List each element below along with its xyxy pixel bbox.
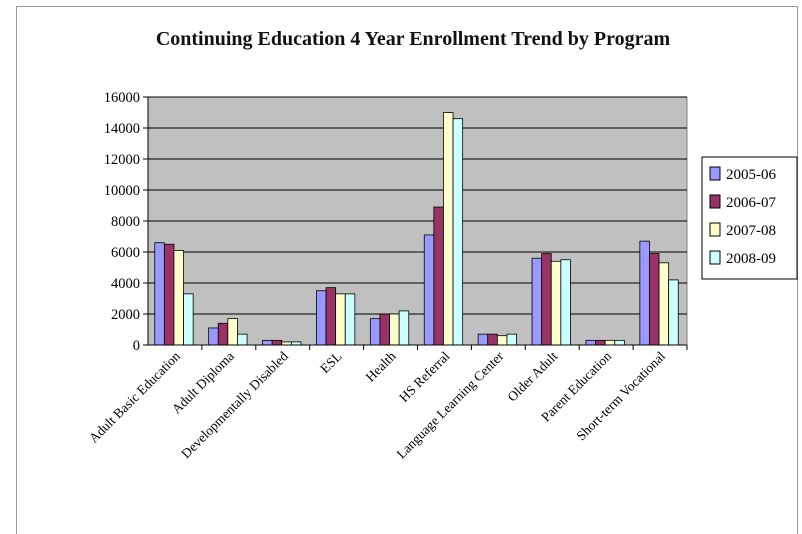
bar-2005-06-1	[208, 327, 219, 346]
bar-2006-07-1	[217, 322, 229, 346]
bar-2008-09-6	[506, 333, 517, 346]
bar-2005-06-5	[423, 234, 435, 346]
chart-title: Continuing Education 4 Year Enrollment T…	[156, 28, 671, 50]
bar-2005-06-6	[477, 333, 489, 346]
bar-2008-09-4	[398, 310, 410, 346]
bar-2007-08-9	[658, 262, 670, 346]
bar-2006-07-5	[433, 206, 444, 346]
x-tick-label: Language Learning Center	[394, 348, 507, 461]
bar-2005-06-0	[154, 242, 165, 346]
bar-2005-06-9	[639, 240, 650, 346]
y-axis-ticks: 0 2000 4000 6000 8000 10000 12000 14000 16000	[104, 90, 140, 354]
bar-2007-08-8	[604, 339, 616, 346]
bar-2006-07-3	[325, 287, 337, 346]
bar-2008-09-5	[452, 118, 464, 346]
bar-2006-07-8	[595, 339, 606, 346]
x-tick-label: Adult Basic Education	[86, 348, 183, 445]
bar-2006-07-9	[649, 253, 660, 346]
gridlines	[148, 96, 687, 315]
bar-2006-07-6	[487, 333, 498, 346]
bar-2008-09-3	[344, 293, 356, 346]
bar-2007-08-3	[335, 293, 346, 346]
bar-2007-08-4	[389, 313, 400, 346]
x-tick-label: HS Referral	[396, 348, 453, 405]
bar-2008-09-0	[183, 293, 194, 346]
x-tick-label: Developmentally Disabled	[178, 348, 291, 461]
y-tick-label: 8000	[111, 214, 140, 230]
y-tick-label: 12000	[104, 152, 140, 168]
legend-swatch-2007-08	[709, 222, 721, 237]
bar-2006-07-7	[541, 253, 552, 346]
bar-2005-06-3	[316, 290, 327, 346]
bar-2006-07-2	[271, 339, 283, 346]
bar-2005-06-4	[369, 318, 381, 346]
bar-2008-09-9	[668, 279, 679, 346]
legend-label-2008-09: 2008-09	[726, 251, 776, 267]
bar-2007-08-0	[173, 250, 184, 346]
legend-swatch-2008-09	[709, 250, 721, 265]
y-tick-label: 0	[133, 338, 140, 354]
bar-2007-08-7	[550, 260, 562, 346]
bar-2006-07-0	[163, 243, 175, 346]
bar-2007-08-5	[443, 112, 454, 346]
legend-swatch-2005-06	[709, 166, 721, 181]
bar-2008-09-8	[614, 339, 625, 346]
legend-label-2005-06: 2005-06	[726, 167, 776, 183]
axes	[143, 96, 688, 350]
bar-2005-06-2	[262, 339, 273, 346]
legend-label-2007-08: 2007-08	[726, 223, 776, 239]
bar-2006-07-4	[379, 313, 390, 346]
y-tick-label: 16000	[104, 90, 140, 106]
bar-2007-08-6	[496, 335, 508, 346]
y-tick-label: 10000	[104, 183, 140, 199]
y-tick-label: 6000	[111, 245, 140, 261]
legend-label-2006-07: 2006-07	[726, 195, 776, 211]
bar-2005-06-7	[531, 257, 543, 346]
bar-2008-09-1	[237, 333, 248, 346]
bar-2008-09-7	[560, 259, 571, 346]
x-tick-label: ESL	[317, 349, 345, 377]
x-tick-label: Older Adult	[504, 348, 560, 404]
bar-2005-06-8	[585, 339, 596, 346]
x-tick-label: Short-term Vocational	[573, 348, 668, 443]
legend-swatch-2006-07	[709, 194, 721, 209]
y-tick-label: 4000	[111, 276, 140, 292]
legend: 2005-06 2006-07 2007-08 2008-09	[701, 156, 798, 280]
x-tick-label: Health	[363, 348, 399, 384]
y-tick-label: 14000	[104, 121, 140, 137]
bar-2007-08-1	[227, 318, 238, 346]
y-tick-label: 2000	[111, 307, 140, 323]
